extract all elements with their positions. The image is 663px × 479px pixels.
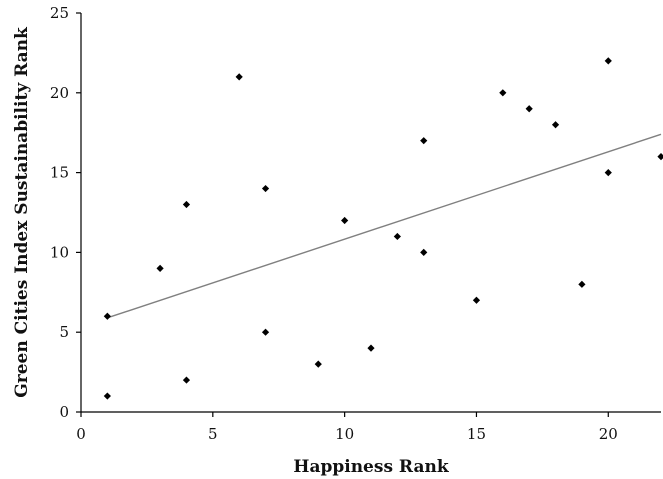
- axes: [80, 13, 661, 413]
- data-point: [525, 105, 533, 113]
- data-point: [472, 296, 481, 304]
- data-point: [261, 328, 270, 336]
- trendline-group: [107, 133, 662, 319]
- data-points: [103, 57, 663, 400]
- data-point: [367, 344, 375, 352]
- y-tick-label: 10: [50, 243, 69, 261]
- x-tick-label: 5: [208, 425, 218, 443]
- data-point: [235, 73, 243, 81]
- data-point: [657, 153, 663, 161]
- data-point: [604, 57, 612, 65]
- data-point: [551, 121, 560, 129]
- data-point: [341, 216, 349, 225]
- data-point: [499, 89, 507, 97]
- x-tick-label: 20: [599, 425, 618, 443]
- y-tick-label: 25: [50, 4, 69, 22]
- data-point: [182, 376, 191, 384]
- data-point: [261, 184, 270, 193]
- x-tick-label: 10: [335, 425, 354, 443]
- data-point: [103, 392, 111, 400]
- data-point: [393, 232, 401, 241]
- y-tick-label: 0: [59, 403, 69, 421]
- data-point: [103, 312, 111, 320]
- x-tick-label: 0: [76, 425, 86, 443]
- data-point: [420, 248, 428, 256]
- y-tick-label: 15: [50, 164, 69, 182]
- data-point: [314, 360, 322, 368]
- x-tick-label: 15: [467, 425, 486, 443]
- x-axis-title: Happiness Rank: [293, 457, 449, 477]
- y-axis-title: Green Cities Index Sustainability Rank: [12, 26, 32, 398]
- data-point: [182, 200, 191, 209]
- trendline: [107, 133, 662, 319]
- y-tick-label: 5: [59, 323, 69, 341]
- data-point: [578, 280, 586, 288]
- data-point: [604, 169, 612, 177]
- y-ticks: 0 5 10 15 20 25: [50, 4, 81, 421]
- data-point: [420, 137, 428, 145]
- x-ticks: 0 5 10 15 20: [76, 412, 618, 443]
- data-point: [156, 264, 164, 272]
- y-tick-label: 20: [50, 84, 69, 102]
